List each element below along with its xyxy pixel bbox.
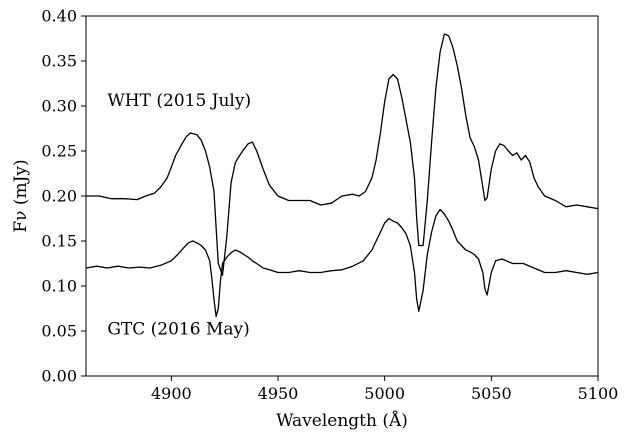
series-layer [85,33,599,318]
y-tick-label: 0.35 [41,52,77,71]
x-axis: 4900 4950 5000 5050 5100 [151,376,618,403]
x-axis-label: Wavelength (Å) [276,410,408,431]
annotation-gtc: GTC (2016 May) [107,320,249,340]
y-tick-label: 0.05 [41,322,77,341]
x-tick-label: 5000 [364,384,405,403]
x-tick-label: 5100 [578,384,619,403]
plot-frame [85,15,599,377]
y-tick-label: 0.25 [41,142,77,161]
x-tick-label: 4950 [258,384,299,403]
y-axis-label: Fν (mJy) [11,159,31,232]
series-line-gtc [85,208,599,318]
y-axis: 0.00 0.05 0.10 0.15 0.20 0.25 0.30 0.35 0.40 [41,7,86,386]
y-tick-label: 0.10 [41,277,77,296]
x-tick-label: 5050 [471,384,512,403]
y-tick-label: 0.30 [41,97,77,116]
annotation-wht: WHT (2015 July) [107,91,251,111]
y-tick-label: 0.20 [41,187,77,206]
y-tick-label: 0.40 [41,7,77,26]
x-tick-label: 4900 [151,384,192,403]
y-tick-label: 0.00 [41,367,77,386]
series-line-wht [86,33,599,276]
y-tick-label: 0.15 [41,232,77,251]
